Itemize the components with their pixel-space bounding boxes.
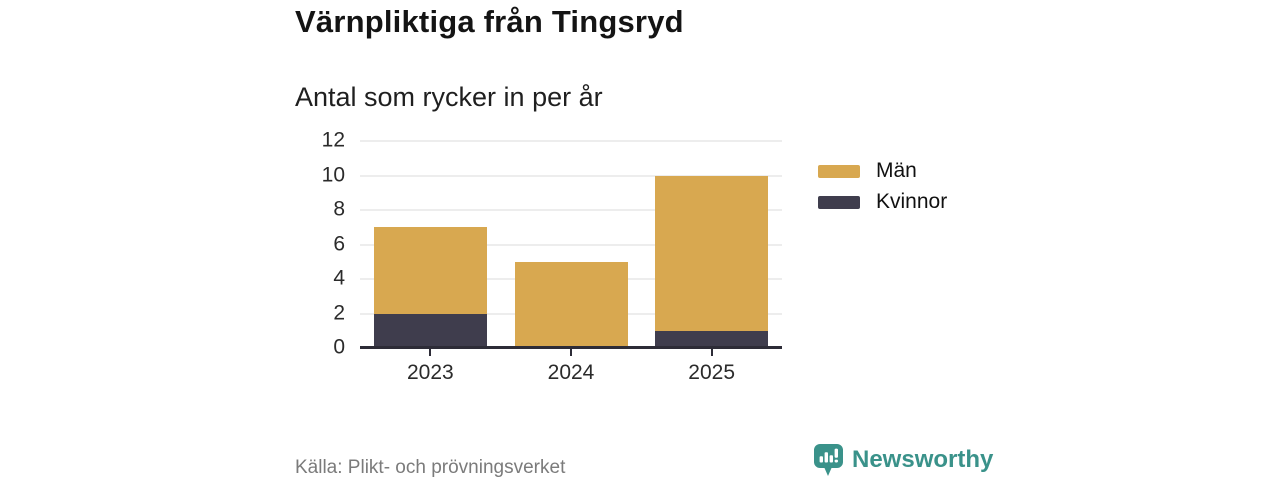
y-tick-label-10: 10: [321, 163, 345, 187]
y-tick-label-6: 6: [333, 232, 345, 256]
newsworthy-logo: Newsworthy: [814, 444, 993, 476]
bar-2025-mn: [655, 175, 769, 331]
legend-item-man: Män: [818, 159, 947, 182]
newsworthy-bubble-chart-icon: [814, 444, 843, 476]
y-tick-label-12: 12: [321, 128, 345, 152]
bar-2024-mn: [514, 261, 628, 348]
bar-2025-kvinnor: [655, 330, 769, 348]
plot-area: 0 2 4 6 8 10 12 2023 2024 2025: [322, 129, 782, 384]
gridline-y10: [360, 175, 782, 176]
y-tick-label-8: 8: [333, 197, 345, 221]
y-tick-label-2: 2: [333, 301, 345, 325]
legend-swatch-man: [818, 164, 860, 178]
x-axis-line: [360, 346, 782, 349]
gridline-y8: [360, 209, 782, 211]
x-tick-2023: [429, 349, 432, 356]
legend-item-kvinnor: Kvinnor: [818, 190, 948, 213]
source-note: Källa: Plikt- och prövningsverket: [295, 457, 566, 478]
x-tick-label-2023: 2023: [406, 361, 454, 384]
x-tick-2024: [570, 349, 572, 356]
newsworthy-wordmark: Newsworthy: [852, 446, 994, 473]
x-tick-label-2025: 2025: [688, 361, 736, 384]
legend-swatch-kvinnor: [818, 195, 860, 209]
chart-title: Värnpliktiga från Tingsryd: [295, 4, 684, 39]
y-tick-label-0: 0: [333, 335, 345, 359]
gridline-y12: [360, 140, 782, 142]
chart-subtitle: Antal som rycker in per år: [295, 82, 603, 112]
legend-label-kvinnor: Kvinnor: [876, 190, 948, 213]
x-tick-2025: [710, 349, 713, 356]
x-tick-label-2024: 2024: [547, 361, 595, 384]
y-tick-label-4: 4: [333, 266, 345, 290]
legend: Män Kvinnor: [818, 159, 948, 213]
bar-2023-kvinnor: [373, 313, 487, 348]
gridline-y6: [360, 244, 782, 245]
legend-label-man: Män: [876, 159, 917, 182]
bar-2023-mn: [373, 227, 487, 314]
